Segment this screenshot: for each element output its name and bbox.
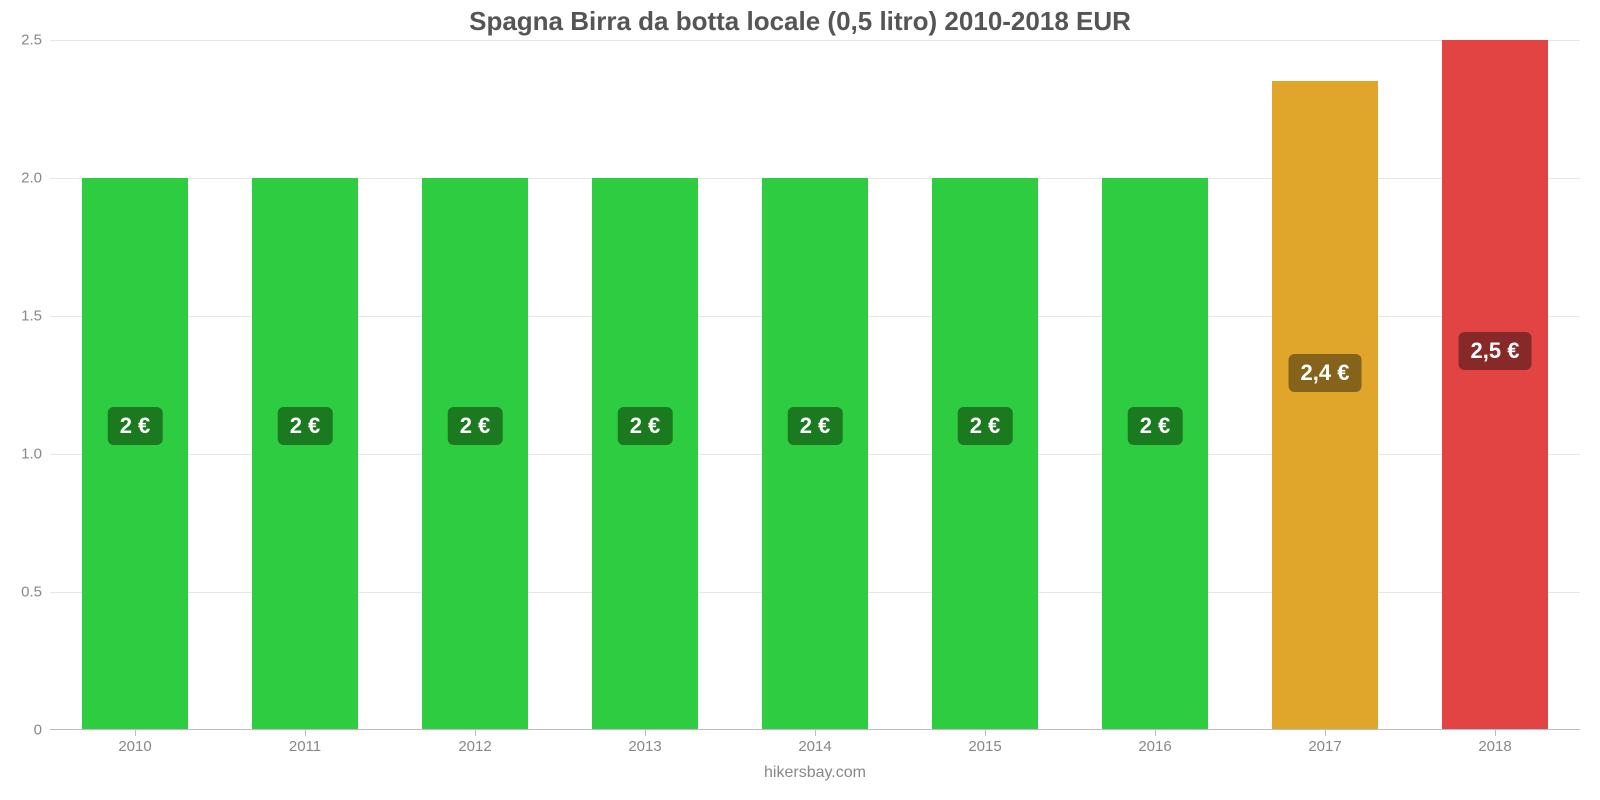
bar-value-label: 2 €	[618, 407, 673, 445]
bar-value-label: 2 €	[278, 407, 333, 445]
bar-value-label: 2 €	[1128, 407, 1183, 445]
bar: 2 €	[422, 178, 527, 730]
chart-title: Spagna Birra da botta locale (0,5 litro)…	[0, 0, 1600, 37]
bar: 2 €	[252, 178, 357, 730]
x-tick	[1325, 730, 1326, 736]
x-tick-label: 2010	[118, 738, 151, 755]
x-tick	[1155, 730, 1156, 736]
x-tick	[645, 730, 646, 736]
y-tick-label: 2.0	[21, 170, 50, 187]
source-attribution: hikersbay.com	[764, 764, 866, 782]
bar: 2 €	[82, 178, 187, 730]
y-tick-label: 1.0	[21, 446, 50, 463]
bar: 2 €	[762, 178, 867, 730]
x-tick	[1495, 730, 1496, 736]
x-tick-label: 2014	[798, 738, 831, 755]
x-tick-label: 2017	[1308, 738, 1341, 755]
x-tick-label: 2011	[289, 738, 321, 755]
y-tick-label: 0	[34, 722, 50, 739]
x-tick	[135, 730, 136, 736]
bar: 2,5 €	[1442, 40, 1547, 730]
bar-value-label: 2 €	[788, 407, 843, 445]
bar-value-label: 2,5 €	[1459, 332, 1532, 370]
y-tick-label: 0.5	[21, 584, 50, 601]
bar-value-label: 2 €	[108, 407, 163, 445]
x-tick	[475, 730, 476, 736]
bar: 2 €	[592, 178, 697, 730]
x-tick-label: 2013	[628, 738, 661, 755]
y-tick-label: 2.5	[21, 32, 50, 49]
x-tick	[985, 730, 986, 736]
x-tick	[815, 730, 816, 736]
bar: 2 €	[932, 178, 1037, 730]
x-tick-label: 2018	[1478, 738, 1511, 755]
chart-bars: 2 € 2 € 2 € 2 € 2 € 2 € 2 € 2,4 € 2,5 €	[50, 40, 1580, 730]
bar: 2,4 €	[1272, 81, 1377, 730]
x-tick	[305, 730, 306, 736]
x-tick-label: 2012	[458, 738, 491, 755]
chart-plot-area: 00.51.01.52.02.5 2 €2 €2 €2 €2 €2 €2 €2,…	[50, 40, 1580, 730]
y-tick-label: 1.5	[21, 308, 50, 325]
bar-value-label: 2,4 €	[1289, 354, 1362, 392]
bar-value-label: 2 €	[958, 407, 1013, 445]
x-tick-label: 2016	[1138, 738, 1171, 755]
x-tick-label: 2015	[968, 738, 1001, 755]
bar-value-label: 2 €	[448, 407, 503, 445]
bar: 2 €	[1102, 178, 1207, 730]
